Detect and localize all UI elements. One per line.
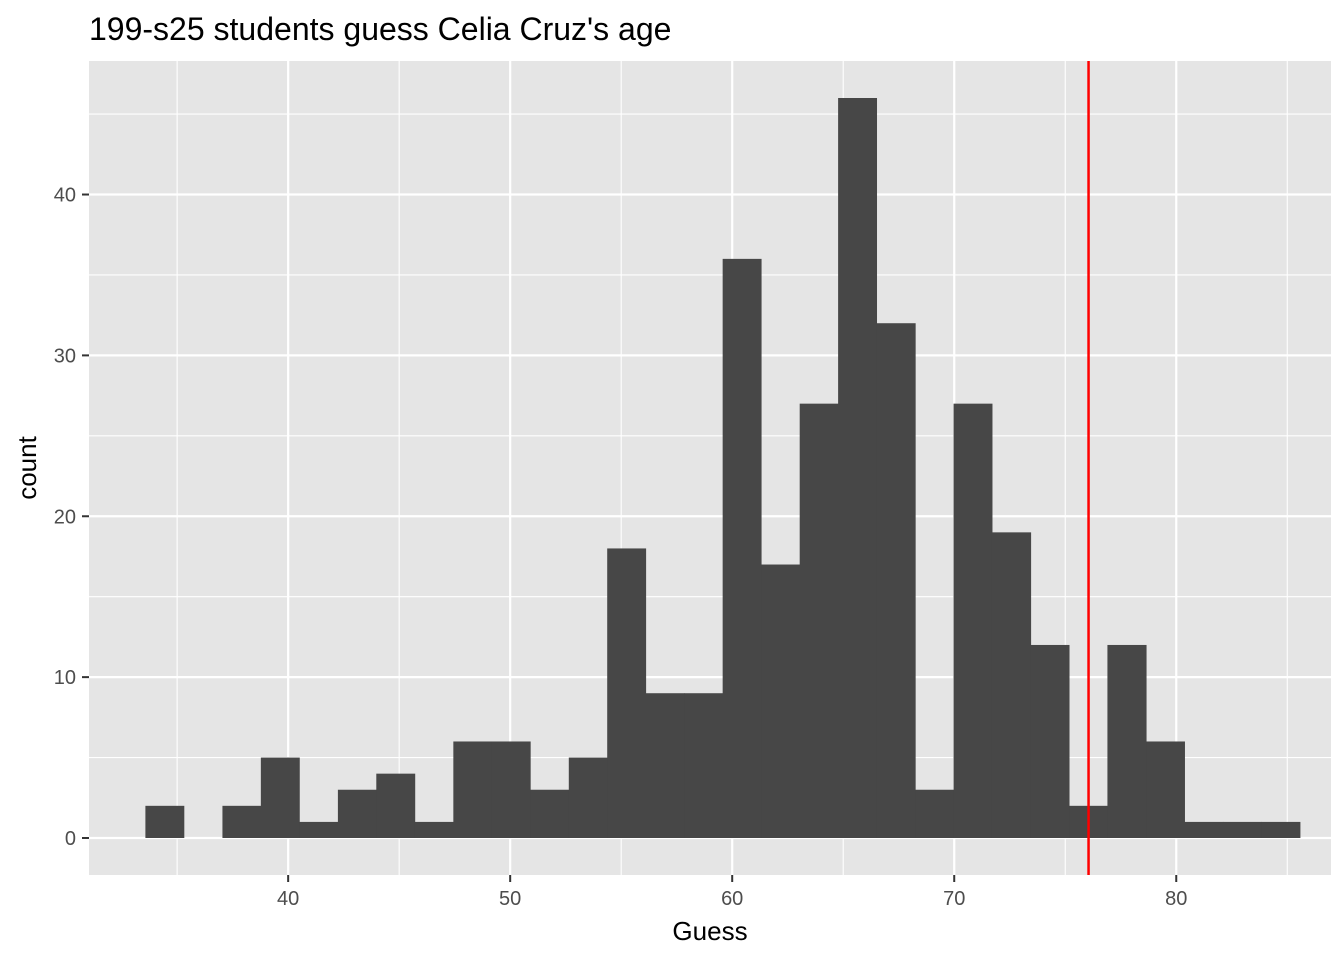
y-tick-label: 0 [65, 828, 76, 850]
histogram-bar [876, 323, 916, 838]
histogram-bar [414, 821, 454, 838]
histogram-bar [568, 757, 608, 838]
histogram-bars [145, 98, 1301, 838]
x-axis: 40 50 60 70 80 [277, 875, 1187, 910]
chart-title: 199-s25 students guess Celia Cruz's age [89, 11, 671, 47]
y-tick-label: 40 [54, 185, 76, 207]
histogram-bar [1261, 821, 1301, 838]
x-tick-label: 40 [277, 888, 299, 910]
histogram-bar [491, 741, 531, 838]
histogram-bar [953, 403, 993, 838]
histogram-bar [530, 789, 570, 838]
histogram-bar [1030, 644, 1070, 838]
x-tick-label: 70 [943, 888, 965, 910]
histogram-bar [838, 98, 878, 838]
histogram-bar [337, 789, 377, 838]
x-tick-label: 50 [499, 888, 521, 910]
y-tick-label: 30 [54, 345, 76, 367]
histogram-bar [684, 693, 724, 838]
histogram-bar [376, 773, 416, 838]
x-tick-label: 60 [721, 888, 743, 910]
histogram-bar [761, 564, 801, 838]
histogram-bar [915, 789, 955, 838]
y-axis: 0 10 20 30 40 [54, 185, 89, 850]
histogram-bar [607, 548, 647, 838]
histogram-bar [1107, 644, 1147, 838]
y-axis-title: count [12, 435, 42, 499]
histogram-bar [1222, 821, 1263, 838]
histogram-bar [453, 741, 493, 838]
histogram-bar [222, 805, 262, 838]
y-tick-label: 20 [54, 506, 76, 528]
histogram-bar [260, 757, 300, 838]
histogram-bar [722, 258, 762, 838]
histogram-bar [1146, 741, 1185, 838]
y-tick-label: 10 [54, 667, 76, 689]
x-axis-title: Guess [672, 916, 747, 946]
histogram-bar [799, 403, 839, 838]
minor-gridlines [89, 61, 1331, 875]
histogram-bar [145, 805, 185, 838]
histogram-bar [991, 532, 1032, 838]
histogram-bar [299, 821, 339, 838]
histogram-bar [645, 693, 685, 838]
histogram-bar [1184, 821, 1224, 838]
x-tick-label: 80 [1165, 888, 1187, 910]
